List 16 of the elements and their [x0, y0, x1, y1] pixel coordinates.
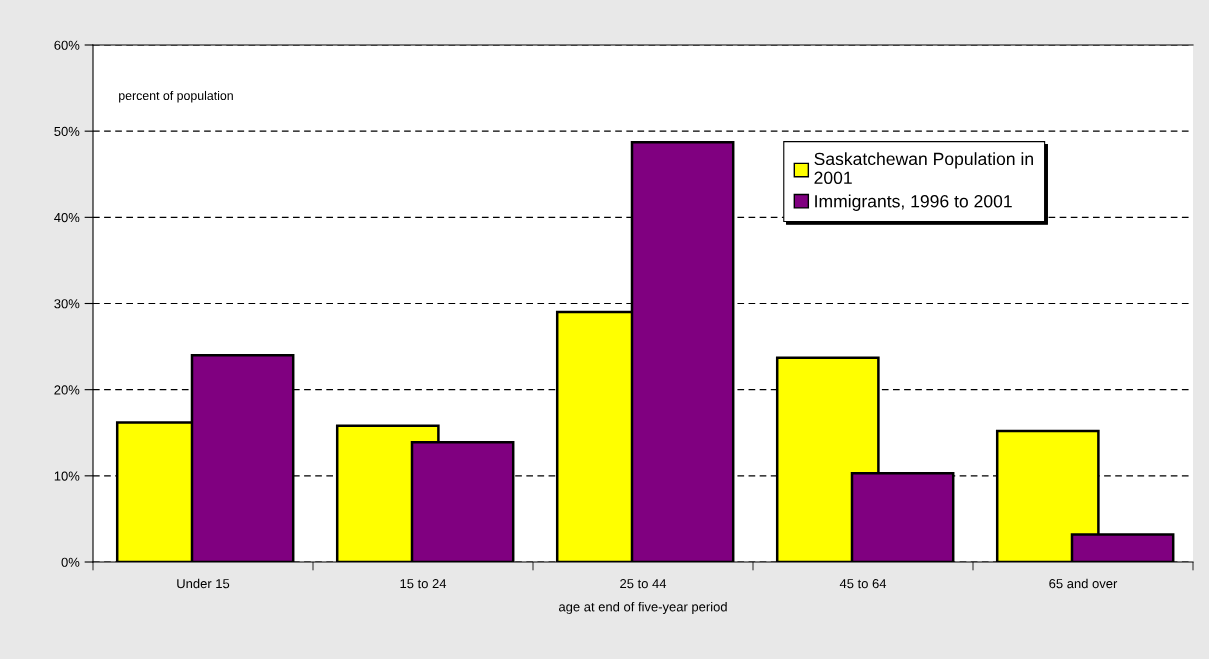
annotation: percent of population	[119, 90, 233, 103]
y-tick-label: 30%	[54, 299, 80, 309]
x-tick-label: 25 to 44	[620, 579, 667, 589]
y-tick-label: 20%	[54, 385, 80, 395]
legend-label: Immigrants, 1996 to 2001	[815, 194, 1012, 211]
y-tick-label: 40%	[54, 212, 80, 223]
x-tick-label: Under 15	[177, 578, 230, 589]
x-axis-title: age at end of five-year period	[559, 601, 727, 615]
x-tick-label: 65 and over	[1049, 578, 1118, 589]
legend-label: Saskatchewan Population in 2001	[814, 152, 1033, 184]
x-tick-label: 15 to 24	[400, 579, 447, 589]
y-tick-label: 60%	[54, 40, 80, 50]
y-tick-label: 0%	[61, 557, 80, 567]
y-tick-label: 10%	[54, 471, 80, 481]
y-tick-label: 50%	[54, 126, 80, 137]
x-tick-label: 45 to 64	[839, 579, 887, 589]
